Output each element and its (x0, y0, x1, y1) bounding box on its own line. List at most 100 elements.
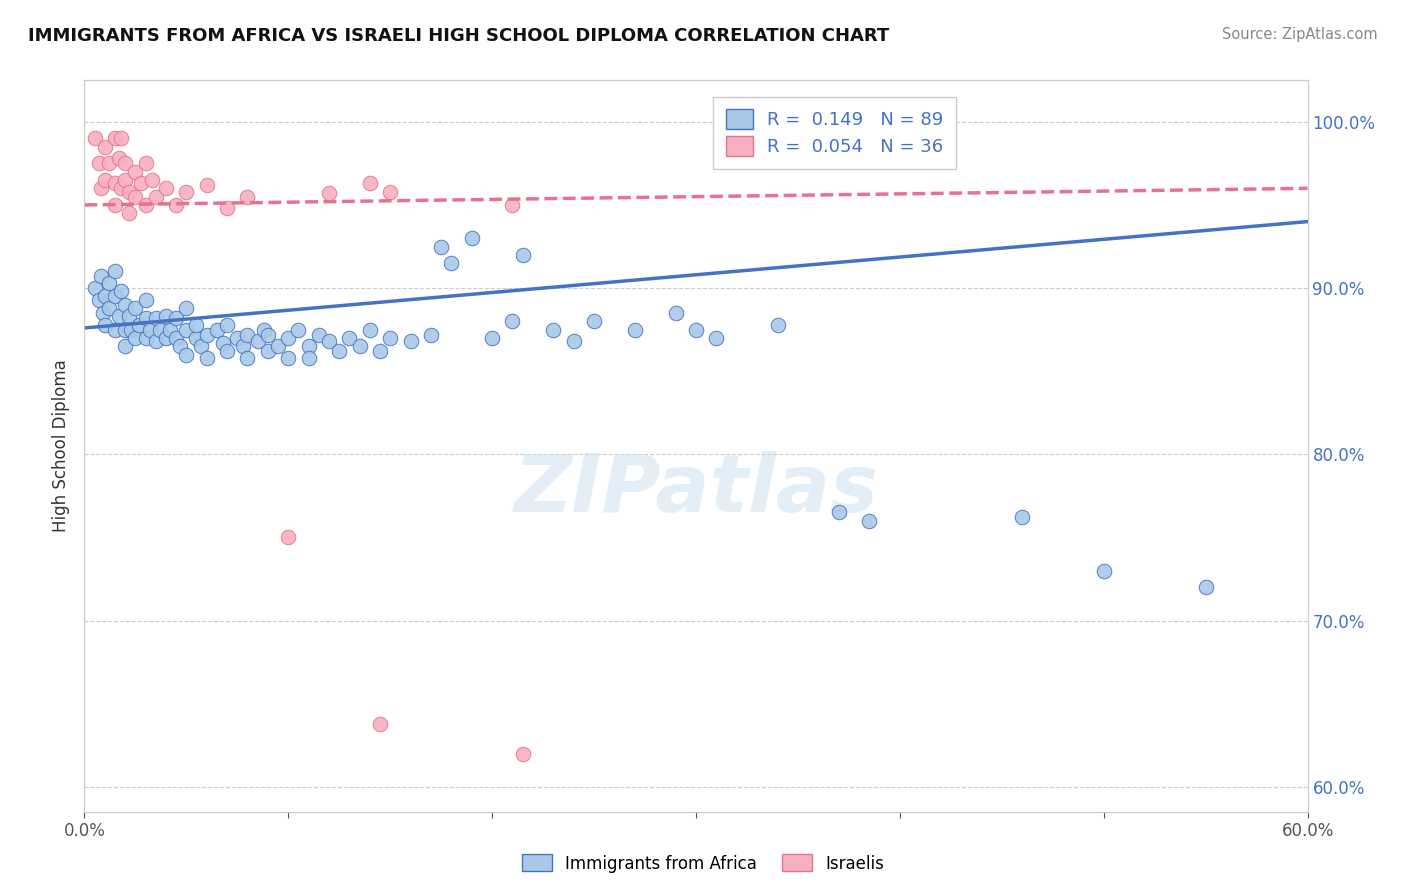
Point (583, 314, 606, 328)
Point (174, 185, 197, 199)
Point (481, 331, 503, 345)
Point (186, 331, 208, 345)
Point (502, 198, 524, 212)
Point (287, 323, 309, 337)
Point (104, 289, 127, 303)
Point (359, 323, 381, 337)
Point (135, 198, 157, 212)
Point (135, 293, 157, 307)
Point (87, 156, 110, 170)
Point (165, 198, 187, 212)
Point (155, 181, 177, 195)
Point (277, 331, 299, 345)
Point (145, 310, 167, 325)
Point (217, 344, 239, 359)
Point (155, 310, 177, 324)
Point (124, 301, 146, 315)
Point (828, 506, 851, 520)
Point (257, 327, 280, 342)
Point (174, 347, 197, 361)
Point (318, 186, 340, 201)
Point (430, 239, 453, 253)
Point (1195, 580, 1218, 594)
Point (339, 331, 361, 345)
Point (90, 181, 112, 195)
Point (120, 323, 142, 337)
Point (83, 131, 105, 145)
Point (440, 256, 463, 270)
Point (93, 318, 115, 332)
Point (83, 281, 105, 295)
Point (174, 323, 197, 337)
Point (138, 323, 160, 337)
Point (114, 298, 136, 312)
Point (104, 198, 127, 212)
Point (380, 331, 402, 345)
Point (205, 323, 228, 337)
Point (368, 344, 391, 359)
Point (93, 140, 115, 154)
Point (93, 289, 115, 303)
Point (135, 331, 157, 345)
Y-axis label: High School Diploma: High School Diploma (52, 359, 70, 533)
Point (195, 178, 218, 192)
Point (267, 339, 290, 353)
Point (128, 318, 150, 332)
Point (97, 301, 120, 315)
Point (124, 331, 146, 345)
Point (93, 173, 115, 187)
Point (420, 327, 443, 342)
Text: Source: ZipAtlas.com: Source: ZipAtlas.com (1222, 27, 1378, 42)
Point (114, 339, 136, 353)
Point (97, 276, 120, 290)
Point (368, 716, 391, 731)
Point (298, 339, 321, 353)
Point (624, 323, 647, 337)
Point (512, 747, 534, 761)
Point (118, 185, 141, 199)
Point (97, 156, 120, 170)
Point (461, 231, 484, 245)
Point (195, 327, 218, 342)
Point (328, 344, 350, 359)
Point (380, 185, 402, 199)
Point (114, 173, 136, 187)
Point (858, 514, 880, 528)
Point (562, 334, 585, 349)
Point (165, 331, 187, 345)
Point (145, 334, 167, 349)
Point (399, 334, 422, 349)
Point (349, 339, 371, 353)
Point (174, 301, 197, 315)
Point (90, 269, 112, 284)
Point (87, 293, 110, 307)
Point (236, 189, 259, 203)
Point (212, 335, 235, 350)
Point (359, 177, 381, 191)
Point (118, 206, 141, 220)
Point (236, 327, 259, 342)
Point (257, 344, 280, 359)
Point (298, 351, 321, 365)
Point (169, 339, 191, 353)
Point (145, 189, 167, 203)
Point (110, 131, 132, 145)
Point (159, 323, 181, 337)
Point (232, 339, 254, 353)
Point (512, 248, 534, 262)
Point (318, 334, 340, 349)
Point (277, 530, 299, 544)
Point (131, 177, 153, 191)
Point (217, 201, 239, 215)
Point (108, 310, 131, 324)
Point (114, 323, 136, 337)
Point (706, 331, 728, 345)
Point (195, 351, 218, 365)
Point (277, 351, 299, 365)
Point (1092, 564, 1115, 578)
Point (217, 318, 239, 332)
Point (91, 306, 114, 320)
Point (186, 318, 208, 332)
Point (766, 318, 789, 332)
Point (110, 285, 132, 299)
